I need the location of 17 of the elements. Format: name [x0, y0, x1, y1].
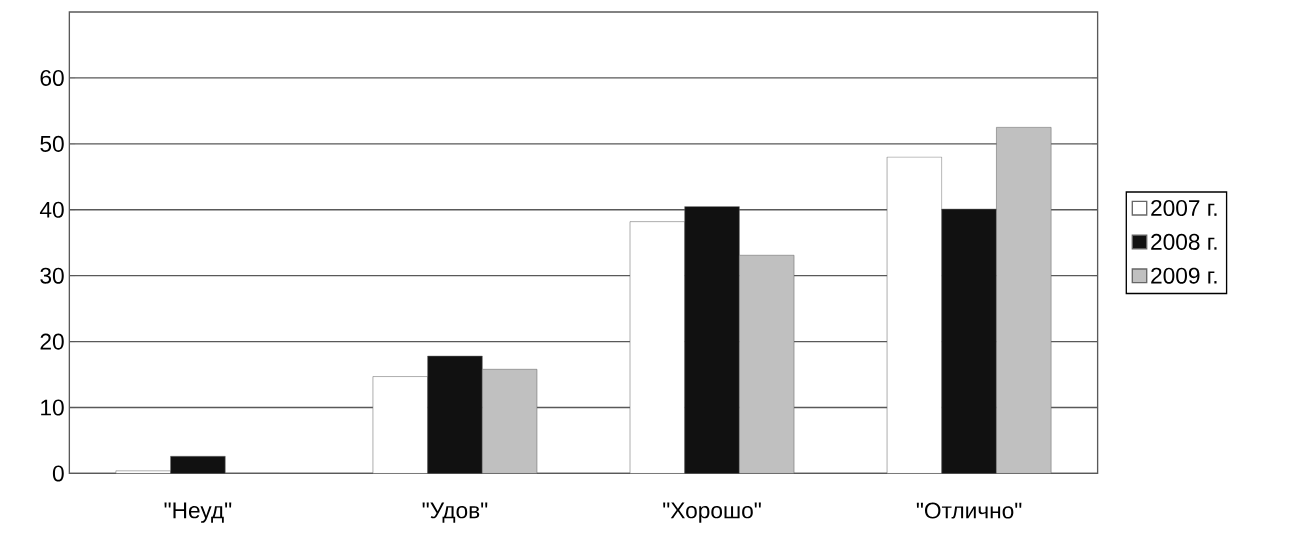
y-tick-label: 40	[39, 201, 64, 218]
legend-label: 2008 г.	[1151, 233, 1217, 250]
legend-label: 2007 г.	[1151, 200, 1217, 217]
y-tick-label: 0	[52, 465, 64, 482]
y-tick-label: 10	[41, 399, 64, 416]
x-tick-label: "Хорошо"	[663, 502, 761, 523]
x-tick-label: "Отлично"	[916, 502, 1022, 519]
legend-label: 2009 г.	[1151, 267, 1217, 284]
x-tick-label: "Удов"	[422, 502, 488, 523]
y-tick-label: 30	[40, 267, 64, 284]
bar	[482, 369, 538, 474]
bar	[996, 127, 1052, 474]
y-tick-label: 20	[40, 333, 64, 350]
y-tick-label: 50	[40, 135, 64, 152]
bar	[739, 255, 795, 474]
x-tick-label: "Неуд"	[164, 502, 232, 523]
y-tick-label: 60	[40, 70, 64, 87]
